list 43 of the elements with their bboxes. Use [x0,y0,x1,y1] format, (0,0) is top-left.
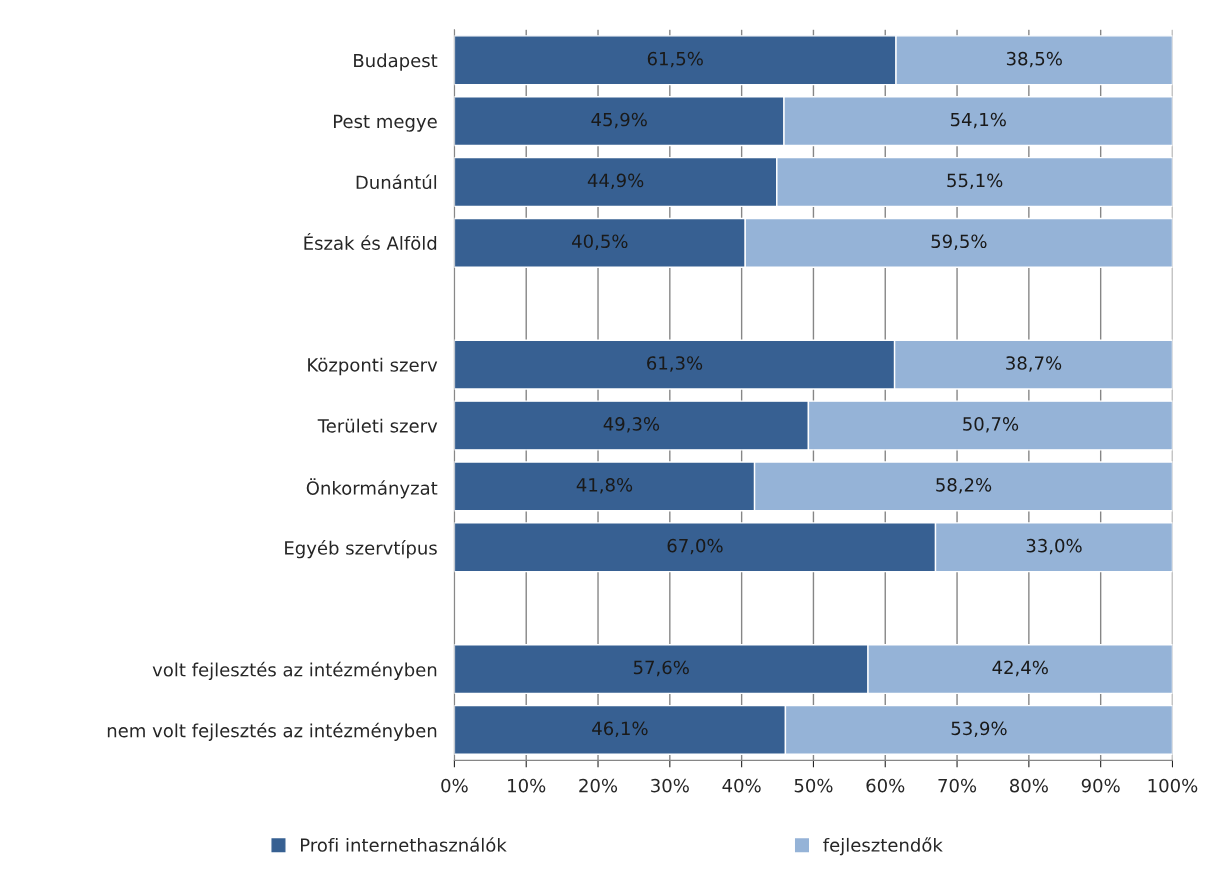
y-tick-label: volt fejlesztés az intézményben [152,661,437,681]
data-label: 41,8% [576,477,633,494]
legend-label: fejlesztendők [823,837,943,856]
x-tick-label: 80% [1010,778,1048,793]
y-tick-label: Budapest [354,53,438,71]
data-label: 45,9% [591,112,647,129]
x-tick-label: 20% [579,778,618,793]
legend-label: Profi internethasználók [301,837,507,852]
data-label: 50,7% [963,417,1019,433]
data-label: 57,6% [633,660,689,677]
data-label: 61,5% [647,51,703,68]
y-tick-label: Pest megye [333,114,437,132]
y-tick-label: Egyéb szervtípus [285,540,437,559]
data-label: 42,4% [992,660,1048,677]
data-label: 58,2% [936,477,992,494]
data-label: 46,1% [592,721,648,738]
data-label: 61,3% [647,356,703,372]
data-label: 44,9% [587,173,644,190]
data-label: 53,9% [951,721,1007,738]
x-tick-label: 30% [651,778,689,793]
data-label: 38,7% [1006,356,1062,372]
x-tick-label: 60% [866,778,905,793]
data-label: 55,1% [947,173,1003,190]
data-label: 67,0% [667,538,723,555]
y-tick-label: Dunántúl [356,174,437,190]
data-label: 33,0% [1026,538,1082,555]
x-tick-label: 100% [1148,778,1198,793]
data-label: 59,5% [931,234,987,250]
x-tick-label: 40% [722,778,761,793]
data-label: 40,5% [572,234,628,250]
x-tick-label: 70% [938,778,977,793]
data-label: 54,1% [950,112,1006,129]
x-tick-label: 0% [441,778,468,793]
data-label: 49,3% [603,417,660,433]
x-tick-label: 10% [508,778,546,793]
data-label: 38,5% [1006,51,1062,68]
y-tick-label: nem volt fejlesztés az intézményben [107,722,437,741]
y-tick-label: Önkormányzat [306,478,438,499]
y-tick-label: Központi szerv [308,357,438,376]
y-tick-label: Észak és Alföld [304,233,437,250]
y-tick-label: Területi szerv [317,418,438,433]
x-tick-label: 90% [1081,778,1120,793]
x-tick-label: 50% [794,778,833,793]
